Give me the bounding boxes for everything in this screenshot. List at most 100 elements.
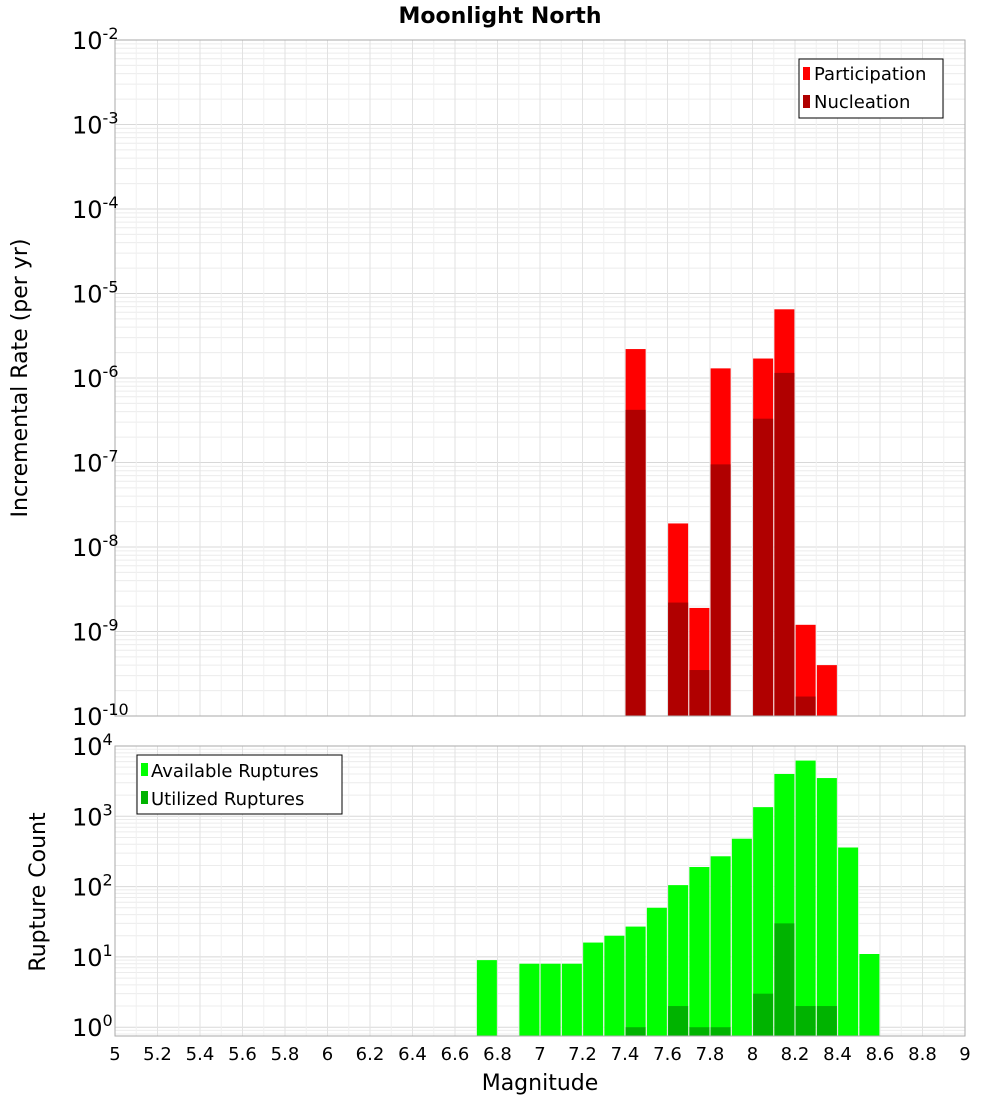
rate-y-tick-exponent: -8 bbox=[103, 531, 119, 550]
rate-y-tick-label: 10-4 bbox=[72, 193, 119, 224]
x-tick-label: 8 bbox=[747, 1044, 758, 1065]
rate-grid bbox=[114, 39, 966, 717]
rate-y-tick-exponent: -6 bbox=[103, 362, 119, 381]
available-ruptures-bar bbox=[668, 885, 689, 1036]
rate-legend: Participation Nucleation bbox=[798, 58, 944, 119]
utilized-legend-label: Utilized Ruptures bbox=[151, 789, 304, 810]
count-y-tick-exponent: 0 bbox=[103, 1011, 113, 1030]
rate-y-tick-exponent: -9 bbox=[103, 616, 119, 635]
available-ruptures-bar bbox=[561, 963, 582, 1036]
rate-y-tick-exponent: -2 bbox=[103, 24, 119, 43]
x-tick-label: 6 bbox=[322, 1044, 333, 1065]
rate-y-tick-label: 10-7 bbox=[72, 447, 119, 478]
available-ruptures-bar bbox=[859, 954, 880, 1036]
count-y-tick-exponent: 3 bbox=[103, 800, 113, 819]
utilized-ruptures-bar bbox=[795, 1006, 816, 1036]
rate-y-tick-label: 10-10 bbox=[72, 700, 129, 731]
x-tick-label: 5.8 bbox=[271, 1044, 300, 1065]
x-tick-label: 5.2 bbox=[143, 1044, 172, 1065]
count-y-tick-label: 104 bbox=[72, 730, 113, 761]
x-tick-label: 8.6 bbox=[866, 1044, 895, 1065]
rate-panel: 10-2 10-3 10-4 10-5 10-6 10-7 10-8 10-9 10-10 In… bbox=[8, 24, 966, 731]
count-y-tick-exponent: 1 bbox=[103, 941, 113, 960]
available-ruptures-bar bbox=[710, 856, 731, 1036]
available-ruptures-bar bbox=[753, 807, 774, 1036]
participation-legend-label: Participation bbox=[814, 64, 926, 85]
rate-y-tick-exponent: -10 bbox=[103, 700, 129, 719]
available-ruptures-bar bbox=[816, 778, 837, 1036]
x-tick-label: 7.2 bbox=[568, 1044, 597, 1065]
rate-y-tick-label: 10-5 bbox=[72, 278, 119, 309]
rate-legend-box bbox=[798, 58, 944, 119]
available-ruptures-bar bbox=[838, 847, 859, 1036]
available-ruptures-bar bbox=[604, 935, 625, 1036]
x-tick-label: 6.8 bbox=[483, 1044, 512, 1065]
x-tick-label: 6.6 bbox=[441, 1044, 470, 1065]
count-plot-frame bbox=[114, 745, 966, 1037]
x-tick-label: 8.2 bbox=[781, 1044, 810, 1065]
rate-y-ticks: 10-2 10-3 10-4 10-5 10-6 10-7 10-8 10-9 10-10 bbox=[72, 24, 129, 731]
x-tick-label: 9 bbox=[959, 1044, 970, 1065]
rate-y-tick-label: 10-6 bbox=[72, 362, 119, 393]
available-ruptures-bar bbox=[583, 942, 604, 1036]
utilized-ruptures-bar bbox=[774, 923, 795, 1036]
available-legend-label: Available Ruptures bbox=[151, 761, 319, 782]
chart-title: Moonlight North bbox=[398, 4, 601, 29]
count-legend: Available Ruptures Utilized Ruptures bbox=[136, 754, 343, 815]
count-y-tick-label: 102 bbox=[72, 871, 113, 902]
nucleation-bar bbox=[625, 409, 646, 716]
rate-y-tick-label: 10-3 bbox=[72, 109, 119, 140]
rate-y-tick-label: 10-9 bbox=[72, 616, 119, 647]
rate-y-tick-label: 10-8 bbox=[72, 531, 119, 562]
count-bars bbox=[476, 760, 880, 1036]
count-y-tick-label: 100 bbox=[72, 1011, 113, 1042]
available-ruptures-bar bbox=[731, 838, 752, 1036]
x-tick-label: 8.8 bbox=[908, 1044, 937, 1065]
x-tick-label: 6.4 bbox=[398, 1044, 427, 1065]
nucleation-bar bbox=[668, 602, 689, 716]
x-tick-label: 5.6 bbox=[228, 1044, 257, 1065]
available-ruptures-bar bbox=[519, 963, 540, 1036]
available-ruptures-bar bbox=[625, 926, 646, 1036]
available-ruptures-bar bbox=[646, 907, 667, 1036]
nucleation-bar bbox=[774, 372, 795, 716]
count-y-tick-exponent: 4 bbox=[103, 730, 113, 749]
x-tick-label: 7.6 bbox=[653, 1044, 682, 1065]
count-y-axis-label: Rupture Count bbox=[26, 812, 51, 972]
rate-y-tick-exponent: -3 bbox=[103, 109, 119, 128]
available-ruptures-bar bbox=[795, 760, 816, 1036]
x-tick-label: 5 bbox=[109, 1044, 120, 1065]
x-tick-label: 7 bbox=[534, 1044, 545, 1065]
utilized-ruptures-bar bbox=[710, 1027, 731, 1036]
nucleation-legend-label: Nucleation bbox=[814, 92, 910, 113]
participation-bar bbox=[816, 665, 837, 716]
utilized-ruptures-bar bbox=[689, 1027, 710, 1036]
available-ruptures-bar bbox=[689, 867, 710, 1036]
available-ruptures-bar bbox=[540, 963, 561, 1036]
magnitude-x-ticks: 5 5.2 5.4 5.6 5.8 6 6.2 6.4 6.6 6.8 7 7.2 7.4 7.6 7.8 8… bbox=[109, 1044, 970, 1065]
participation-bar bbox=[795, 624, 816, 716]
participation-legend-swatch bbox=[803, 67, 810, 80]
utilized-legend-swatch bbox=[141, 791, 148, 804]
x-tick-label: 7.8 bbox=[696, 1044, 725, 1065]
nucleation-bar bbox=[753, 418, 774, 716]
nucleation-bar bbox=[710, 464, 731, 716]
available-legend-swatch bbox=[141, 763, 148, 776]
utilized-ruptures-bar bbox=[668, 1006, 689, 1036]
rate-y-tick-exponent: -4 bbox=[103, 193, 119, 212]
rate-bars bbox=[625, 309, 837, 716]
count-y-tick-label: 103 bbox=[72, 800, 113, 831]
rate-plot-frame bbox=[114, 39, 966, 717]
x-tick-label: 6.2 bbox=[356, 1044, 385, 1065]
x-tick-label: 8.4 bbox=[823, 1044, 852, 1065]
nucleation-bar bbox=[795, 696, 816, 716]
rate-y-tick-label: 10-2 bbox=[72, 24, 119, 55]
count-y-tick-exponent: 2 bbox=[103, 871, 113, 890]
x-tick-label: 7.4 bbox=[611, 1044, 640, 1065]
nucleation-legend-swatch bbox=[803, 95, 810, 108]
nucleation-bar bbox=[689, 670, 710, 716]
count-legend-box bbox=[136, 754, 343, 815]
